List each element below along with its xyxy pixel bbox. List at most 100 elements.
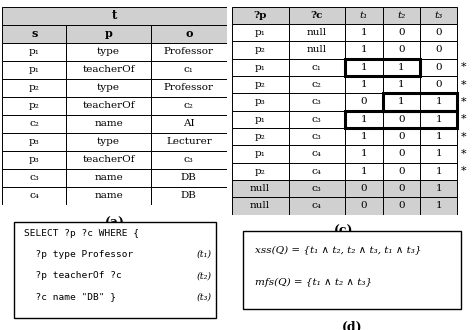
Text: 1: 1 — [360, 132, 367, 141]
FancyBboxPatch shape — [345, 41, 383, 59]
FancyBboxPatch shape — [150, 43, 227, 61]
Text: AI: AI — [183, 119, 195, 128]
FancyBboxPatch shape — [345, 93, 383, 111]
Text: c₃: c₃ — [312, 115, 322, 124]
Text: c₂: c₂ — [184, 101, 194, 110]
FancyBboxPatch shape — [289, 7, 345, 24]
FancyBboxPatch shape — [383, 24, 420, 41]
Text: (t₂): (t₂) — [196, 271, 211, 280]
Text: c₃: c₃ — [184, 155, 194, 164]
Text: t₂: t₂ — [397, 11, 405, 20]
Text: 0: 0 — [398, 201, 405, 210]
Text: s: s — [31, 28, 37, 39]
Text: 0: 0 — [398, 184, 405, 193]
FancyBboxPatch shape — [383, 7, 420, 24]
FancyBboxPatch shape — [420, 163, 457, 180]
FancyBboxPatch shape — [289, 41, 345, 59]
Text: c₄: c₄ — [312, 149, 322, 158]
Text: t₃: t₃ — [435, 11, 443, 20]
FancyBboxPatch shape — [383, 128, 420, 145]
Text: null: null — [250, 201, 270, 210]
Text: Professor: Professor — [164, 83, 214, 92]
Text: 1: 1 — [360, 28, 367, 37]
FancyBboxPatch shape — [345, 145, 383, 163]
Text: c₃: c₃ — [312, 97, 322, 106]
FancyBboxPatch shape — [66, 61, 150, 79]
Text: ?c name "DB" }: ?c name "DB" } — [24, 292, 116, 301]
Text: 0: 0 — [436, 46, 442, 54]
FancyBboxPatch shape — [345, 59, 383, 76]
Text: ?c: ?c — [311, 11, 323, 20]
Text: p₃: p₃ — [255, 97, 265, 106]
FancyBboxPatch shape — [66, 115, 150, 133]
Text: null: null — [307, 46, 327, 54]
Text: name: name — [94, 119, 123, 128]
Text: c₂: c₂ — [29, 119, 39, 128]
Text: c₄: c₄ — [29, 191, 39, 200]
FancyBboxPatch shape — [383, 93, 420, 111]
FancyBboxPatch shape — [14, 222, 216, 318]
FancyBboxPatch shape — [2, 169, 66, 186]
Text: 1: 1 — [398, 63, 405, 72]
Text: (t₁): (t₁) — [196, 250, 211, 259]
Text: DB: DB — [181, 191, 197, 200]
FancyBboxPatch shape — [289, 24, 345, 41]
Text: teacherOf: teacherOf — [82, 101, 135, 110]
FancyBboxPatch shape — [345, 24, 383, 41]
FancyBboxPatch shape — [420, 180, 457, 197]
Text: p₁: p₁ — [254, 115, 265, 124]
Text: (t₃): (t₃) — [196, 292, 211, 301]
FancyBboxPatch shape — [345, 197, 383, 215]
Text: 0: 0 — [398, 132, 405, 141]
Text: 1: 1 — [398, 80, 405, 89]
Text: 1: 1 — [436, 149, 442, 158]
Text: *: * — [461, 97, 467, 107]
Text: 1: 1 — [436, 201, 442, 210]
FancyBboxPatch shape — [232, 24, 289, 41]
Text: o: o — [185, 28, 193, 39]
Text: 1: 1 — [360, 46, 367, 54]
Text: c₁: c₁ — [184, 65, 194, 74]
FancyBboxPatch shape — [420, 111, 457, 128]
FancyBboxPatch shape — [383, 180, 420, 197]
FancyBboxPatch shape — [150, 150, 227, 169]
Text: type: type — [97, 83, 120, 92]
Text: t: t — [112, 9, 117, 22]
Text: 1: 1 — [360, 115, 367, 124]
Text: c₁: c₁ — [312, 63, 322, 72]
Text: *: * — [461, 166, 467, 176]
Text: ?p teacherOf ?c: ?p teacherOf ?c — [24, 271, 122, 280]
FancyBboxPatch shape — [150, 79, 227, 97]
Text: *: * — [461, 80, 467, 89]
FancyBboxPatch shape — [345, 163, 383, 180]
Text: p₂: p₂ — [254, 46, 265, 54]
FancyBboxPatch shape — [289, 180, 345, 197]
Text: c₄: c₄ — [312, 167, 322, 176]
FancyBboxPatch shape — [345, 76, 383, 93]
FancyBboxPatch shape — [2, 25, 66, 43]
Text: 1: 1 — [360, 80, 367, 89]
Text: 1: 1 — [398, 97, 405, 106]
FancyBboxPatch shape — [66, 97, 150, 115]
Text: ?p: ?p — [254, 11, 267, 20]
Text: name: name — [94, 191, 123, 200]
FancyBboxPatch shape — [150, 97, 227, 115]
FancyBboxPatch shape — [2, 97, 66, 115]
FancyBboxPatch shape — [232, 41, 289, 59]
Text: *: * — [461, 149, 467, 159]
FancyBboxPatch shape — [383, 76, 420, 93]
Text: 0: 0 — [360, 184, 367, 193]
Text: teacherOf: teacherOf — [82, 155, 135, 164]
FancyBboxPatch shape — [289, 76, 345, 93]
Text: name: name — [94, 173, 123, 182]
FancyBboxPatch shape — [2, 186, 66, 205]
FancyBboxPatch shape — [2, 79, 66, 97]
Text: c₃: c₃ — [312, 184, 322, 193]
FancyBboxPatch shape — [232, 59, 289, 76]
Text: (d): (d) — [342, 321, 363, 330]
Text: 1: 1 — [436, 97, 442, 106]
FancyBboxPatch shape — [150, 186, 227, 205]
FancyBboxPatch shape — [383, 197, 420, 215]
Text: type: type — [97, 47, 120, 56]
FancyBboxPatch shape — [345, 111, 383, 128]
